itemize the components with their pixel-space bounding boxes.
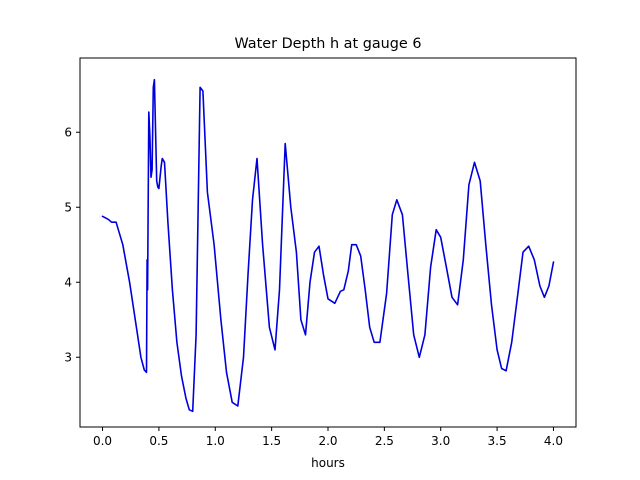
x-tick-label: 2.0 — [318, 434, 337, 448]
y-tick-label: 3 — [64, 350, 72, 364]
y-tick-label: 5 — [64, 200, 72, 214]
chart-title: Water Depth h at gauge 6 — [234, 36, 421, 52]
series-line — [101, 78, 555, 413]
x-tick-label: 0.5 — [149, 434, 168, 448]
series-layer — [101, 78, 555, 413]
x-tick-label: 1.5 — [262, 434, 281, 448]
x-tick-label: 1.0 — [206, 434, 225, 448]
y-tick-label: 6 — [64, 125, 72, 139]
x-tick-label: 0.0 — [93, 434, 112, 448]
x-tick-label: 4.0 — [544, 434, 563, 448]
x-tick-label: 3.0 — [431, 434, 450, 448]
y-tick-label: 4 — [64, 275, 72, 289]
plot-area-frame — [79, 57, 577, 428]
x-axis-label: hours — [311, 456, 345, 470]
axis-ticks: 0.0 0.5 1.0 1.5 2.0 2.5 3.0 3.5 4.0 3 4 5 6 — [64, 125, 563, 448]
x-tick-label: 2.5 — [375, 434, 394, 448]
x-tick-label: 3.5 — [488, 434, 507, 448]
